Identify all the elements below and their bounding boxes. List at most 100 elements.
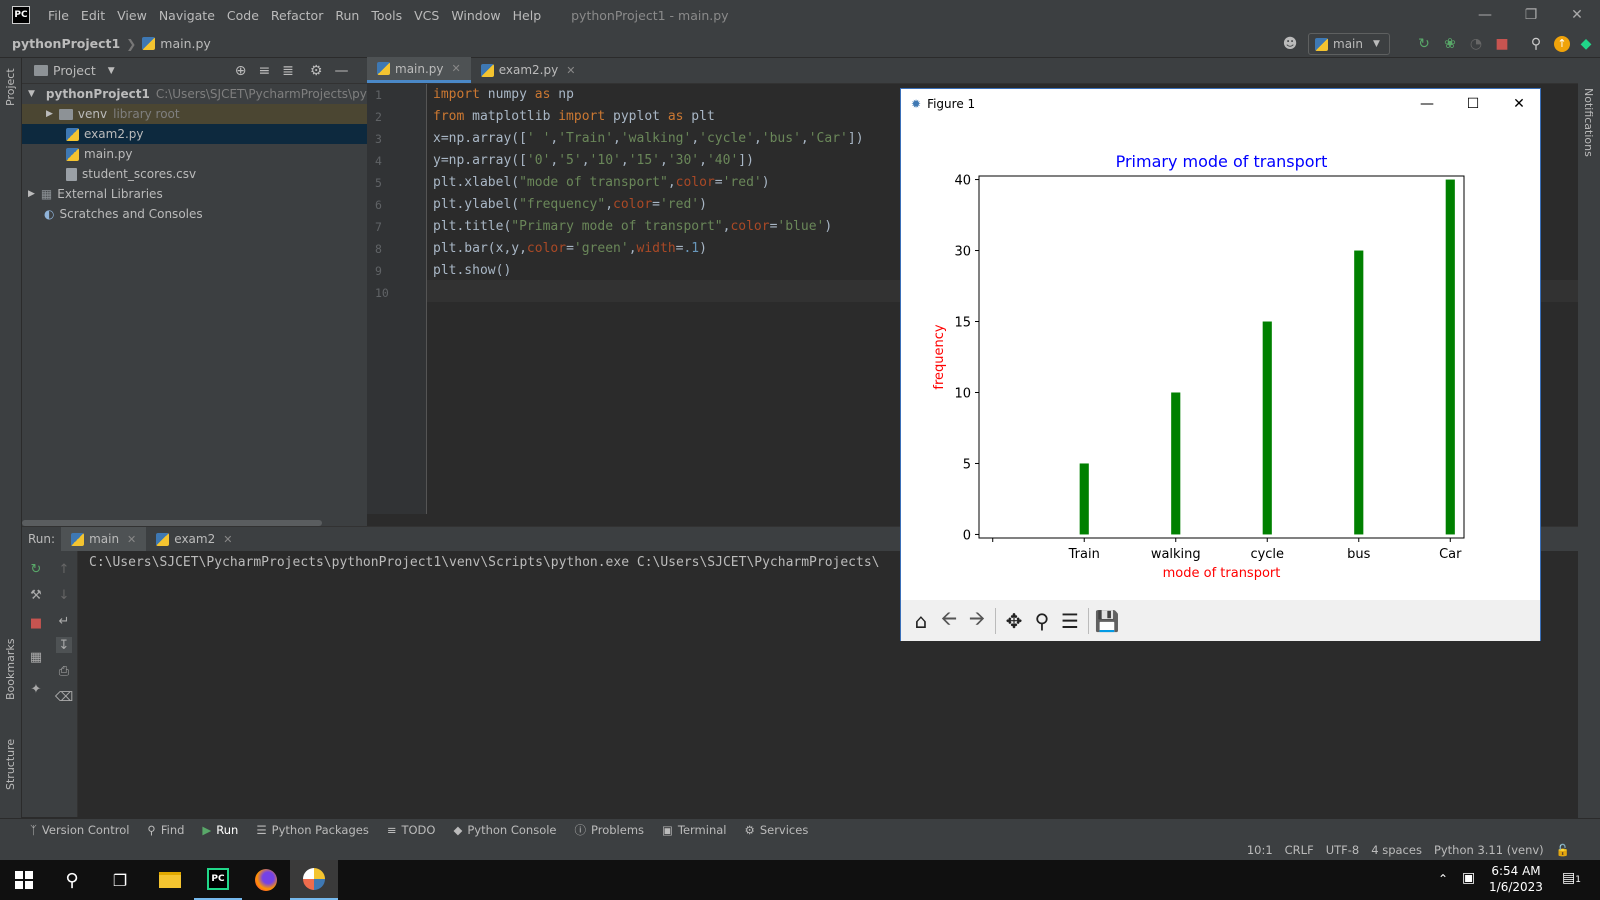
wrench-icon[interactable]: ⚒ — [30, 587, 42, 603]
status-position[interactable]: 10:1 — [1246, 843, 1273, 857]
tree-root[interactable]: ▼ pythonProject1 C:\Users\SJCET\PycharmP… — [22, 84, 367, 104]
breadcrumb-file[interactable]: main.py — [160, 36, 211, 51]
menu-edit[interactable]: Edit — [80, 7, 106, 23]
soft-wrap-icon[interactable]: ↵ — [58, 613, 70, 629]
taskbar-clock[interactable]: 6:54 AM 1/6/2023 — [1486, 864, 1546, 894]
menu-help[interactable]: Help — [512, 7, 542, 23]
coverage-icon[interactable]: ◔ — [1469, 36, 1483, 52]
python-file-icon — [142, 37, 156, 50]
stop-icon[interactable]: ■ — [1495, 36, 1509, 52]
notifications-tool-label[interactable]: Notifications — [1582, 88, 1595, 157]
lock-icon[interactable]: 🔓 — [1555, 843, 1570, 857]
rerun-icon[interactable]: ↻ — [30, 561, 42, 577]
stop-icon[interactable]: ■ — [29, 615, 43, 631]
arrow-up-icon[interactable]: ↑ — [58, 561, 70, 577]
close-tab-icon[interactable]: ✕ — [451, 62, 461, 75]
tree-scratches[interactable]: ◐ Scratches and Consoles — [22, 204, 367, 224]
tool-terminal[interactable]: ▣ Terminal — [662, 823, 726, 837]
bookmarks-tool-label[interactable]: Bookmarks — [4, 638, 17, 700]
file-explorer-icon[interactable] — [146, 860, 194, 900]
minimize-icon[interactable]: — — [1478, 7, 1492, 23]
status-line-separator[interactable]: CRLF — [1284, 843, 1314, 857]
home-icon[interactable]: ⌂ — [914, 608, 928, 633]
chevron-down-icon[interactable]: ▼ — [107, 65, 115, 76]
run-tab-exam2[interactable]: exam2 ✕ — [146, 527, 242, 551]
tree-external-libraries[interactable]: ▶ ▦ External Libraries — [22, 184, 367, 204]
status-indent[interactable]: 4 spaces — [1371, 843, 1422, 857]
figure-minimize-icon[interactable]: — — [1420, 96, 1434, 112]
menu-window[interactable]: Window — [451, 7, 501, 23]
search-icon[interactable]: ⚲ — [1530, 36, 1542, 52]
pycharm-taskbar-icon[interactable]: PC — [194, 860, 242, 900]
project-panel-title[interactable]: Project — [53, 63, 96, 78]
layout-icon[interactable]: ▦ — [29, 649, 43, 665]
collapse-all-icon[interactable]: ≣ — [282, 62, 294, 79]
hide-panel-icon[interactable]: — — [334, 62, 349, 79]
notification-center-icon[interactable]: ▤1 — [1562, 870, 1581, 886]
gear-icon[interactable]: ⚙ — [309, 62, 323, 79]
tool-todo[interactable]: ≡ TODO — [387, 823, 436, 837]
print-icon[interactable]: ⎙ — [58, 663, 70, 679]
menu-vcs[interactable]: VCS — [414, 7, 440, 23]
tool-python-console[interactable]: ◆ Python Console — [453, 823, 556, 837]
tab-main-py[interactable]: main.py ✕ — [367, 57, 471, 83]
zoom-icon[interactable]: ⚲ — [1034, 608, 1050, 633]
task-view-icon[interactable]: ❐ — [112, 870, 128, 890]
menu-view[interactable]: View — [117, 7, 147, 23]
network-icon[interactable]: ▣ — [1462, 870, 1476, 886]
structure-tool-label[interactable]: Structure — [4, 738, 17, 790]
tree-file-main[interactable]: main.py — [22, 144, 367, 164]
status-interpreter[interactable]: Python 3.11 (venv) — [1433, 843, 1544, 857]
menu-refactor[interactable]: Refactor — [270, 7, 324, 23]
pan-icon[interactable]: ✥ — [1005, 608, 1023, 633]
run-tab-main[interactable]: main ✕ — [61, 527, 147, 551]
status-encoding[interactable]: UTF-8 — [1325, 843, 1360, 857]
locate-icon[interactable]: ⊕ — [234, 62, 247, 79]
expand-all-icon[interactable]: ≡ — [258, 62, 271, 79]
menu-code[interactable]: Code — [226, 7, 259, 23]
save-icon[interactable]: 💾 — [1094, 608, 1120, 633]
search-icon[interactable]: ⚲ — [65, 869, 79, 891]
windows-start-icon[interactable] — [0, 860, 48, 900]
tray-chevron-up-icon[interactable]: ⌃ — [1438, 872, 1449, 886]
debug-icon[interactable]: ❀ — [1444, 36, 1456, 52]
tool-services[interactable]: ⚙ Services — [745, 823, 809, 837]
jetbrains-icon[interactable]: ◆ — [1580, 36, 1592, 52]
tree-venv[interactable]: ▶ venv library root — [22, 104, 367, 124]
forward-arrow-icon[interactable]: 🡪 — [968, 605, 986, 630]
back-arrow-icon[interactable]: 🡨 — [940, 605, 958, 630]
tool-version-control[interactable]: ᛉ Version Control — [30, 823, 129, 837]
matplotlib-taskbar-icon[interactable] — [290, 860, 338, 900]
scroll-to-end-icon[interactable]: ↧ — [56, 637, 72, 653]
run-configuration-select[interactable]: main ▼ — [1308, 33, 1390, 55]
close-tab-icon[interactable]: ✕ — [127, 532, 137, 546]
tab-exam2-py[interactable]: exam2.py ✕ — [471, 57, 586, 83]
tool-run[interactable]: ▶ Run — [202, 823, 238, 837]
configure-subplots-icon[interactable]: ☰ — [1061, 608, 1079, 633]
arrow-down-icon[interactable]: ↓ — [58, 587, 70, 603]
update-icon[interactable]: ↑ — [1552, 34, 1572, 54]
figure-close-icon[interactable]: ✕ — [1513, 96, 1525, 112]
breadcrumb-project[interactable]: pythonProject1 — [12, 36, 121, 51]
tool-problems[interactable]: ⓘ Problems — [575, 822, 645, 838]
project-tool-label[interactable]: Project — [4, 68, 17, 106]
tree-file-csv[interactable]: student_scores.csv — [22, 164, 367, 184]
tool-python-packages[interactable]: ☰ Python Packages — [256, 823, 369, 837]
menu-navigate[interactable]: Navigate — [158, 7, 215, 23]
close-tab-icon[interactable]: ✕ — [566, 63, 576, 77]
close-icon[interactable]: ✕ — [1571, 7, 1583, 23]
trash-icon[interactable]: ⌫ — [54, 689, 74, 705]
tree-file-exam2[interactable]: exam2.py — [22, 124, 367, 144]
rerun-icon[interactable]: ↻ — [1418, 36, 1430, 52]
pin-icon[interactable]: ✦ — [30, 681, 42, 697]
menu-tools[interactable]: Tools — [371, 7, 403, 23]
horizontal-scrollbar[interactable] — [22, 520, 322, 526]
firefox-icon[interactable] — [242, 860, 290, 900]
close-tab-icon[interactable]: ✕ — [223, 532, 233, 546]
menu-run[interactable]: Run — [335, 7, 360, 23]
menu-file[interactable]: File — [48, 7, 69, 23]
figure-maximize-icon[interactable]: ☐ — [1466, 96, 1480, 112]
tool-find[interactable]: ⚲ Find — [147, 823, 184, 837]
user-icon[interactable]: ☻ — [1282, 36, 1298, 52]
restore-icon[interactable]: ❐ — [1524, 7, 1538, 23]
